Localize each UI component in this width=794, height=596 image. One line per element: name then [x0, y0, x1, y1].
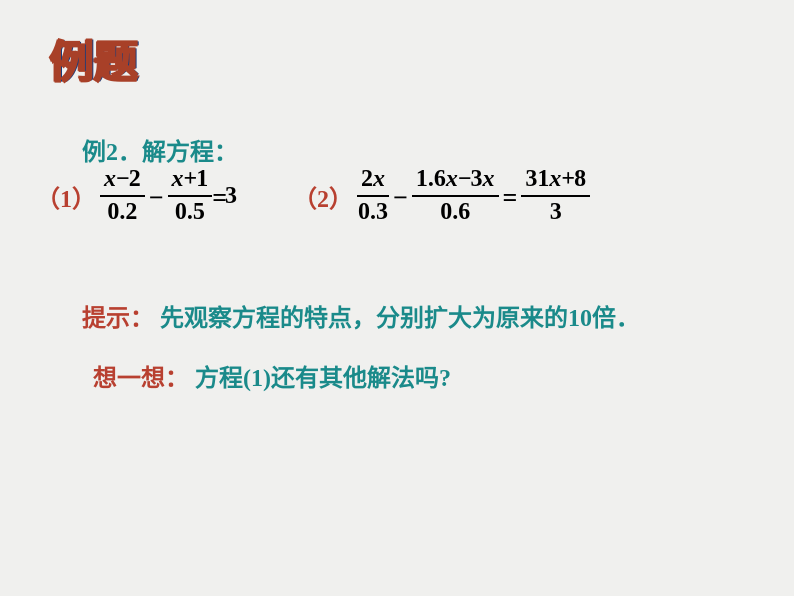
eq1-f2-const: 1 [196, 166, 208, 193]
eq1-frac1-num: x − 2 [100, 166, 145, 195]
eq2-frac2-num: 1.6 x − 3 x [412, 166, 499, 195]
eq2-f3-den: 3 [550, 197, 562, 226]
eq1-op2: = [212, 183, 227, 213]
think-text: 方程(1)还有其他解法吗? [195, 366, 451, 392]
eq2-f3-const: 8 [574, 166, 586, 193]
eq1-f1-var: x [104, 166, 116, 193]
slide-title: 例题 [50, 26, 138, 90]
eq2-f2-lcoef: 1.6 [416, 166, 446, 193]
eq2-f3-op: + [561, 166, 574, 193]
eq1-f2-op: + [184, 166, 197, 193]
eq2-f2-op: − [458, 166, 471, 193]
think-row: 想一想： 方程(1)还有其他解法吗? [93, 358, 451, 393]
eq2-f1-den: 0.3 [358, 197, 388, 226]
eq2-f2-lvar: x [446, 166, 458, 193]
eq1-f1-const: 2 [129, 166, 141, 193]
eq2-f3-var: x [549, 166, 561, 193]
equation-2: 2 x 0.3 − 1.6 x − 3 x 0.6 = 31 x + 8 [355, 166, 592, 226]
think-label: 想一想： [93, 366, 189, 392]
eq2-frac2: 1.6 x − 3 x 0.6 [412, 166, 499, 226]
eq1-f1-op: − [116, 166, 129, 193]
hint-label: 提示： [82, 306, 154, 332]
eq1-f1-den: 0.2 [107, 197, 137, 226]
hint-text: 先观察方程的特点，分别扩大为原来的10倍． [160, 306, 640, 332]
eq1-frac2: x + 1 0.5 [168, 166, 213, 226]
example-label: 例2．解方程： [82, 132, 238, 167]
eq1-op1: − [149, 183, 164, 213]
eq2-frac1: 2 x 0.3 [357, 166, 389, 226]
eq2-f2-den: 0.6 [440, 197, 470, 226]
eq1-paren: （1） [36, 179, 96, 214]
eq2-frac1-num: 2 x [357, 166, 389, 195]
equations-row: （1） x − 2 0.2 − x + 1 0.5 = 3 （2） [34, 166, 592, 226]
hint-row: 提示： 先观察方程的特点，分别扩大为原来的10倍． [82, 298, 640, 333]
eq2-op1: − [393, 183, 408, 213]
title-text: 例题 [50, 38, 138, 87]
eq2-paren: （2） [293, 179, 353, 214]
eq2-frac3: 31 x + 8 3 [521, 166, 590, 226]
eq2-frac3-num: 31 x + 8 [521, 166, 590, 195]
eq2-f2-rcoef: 3 [471, 166, 483, 193]
eq1-frac2-num: x + 1 [168, 166, 213, 195]
eq1-frac1: x − 2 0.2 [100, 166, 145, 226]
equation-1: x − 2 0.2 − x + 1 0.5 = 3 [98, 166, 237, 226]
eq1-f2-var: x [172, 166, 184, 193]
eq2-f1-coef: 2 [361, 166, 373, 193]
eq2-f1-var: x [373, 166, 385, 193]
eq2-op2: = [503, 183, 518, 213]
eq1-f2-den: 0.5 [175, 197, 205, 226]
eq2-f3-coef: 31 [525, 166, 549, 193]
eq2-f2-rvar: x [483, 166, 495, 193]
